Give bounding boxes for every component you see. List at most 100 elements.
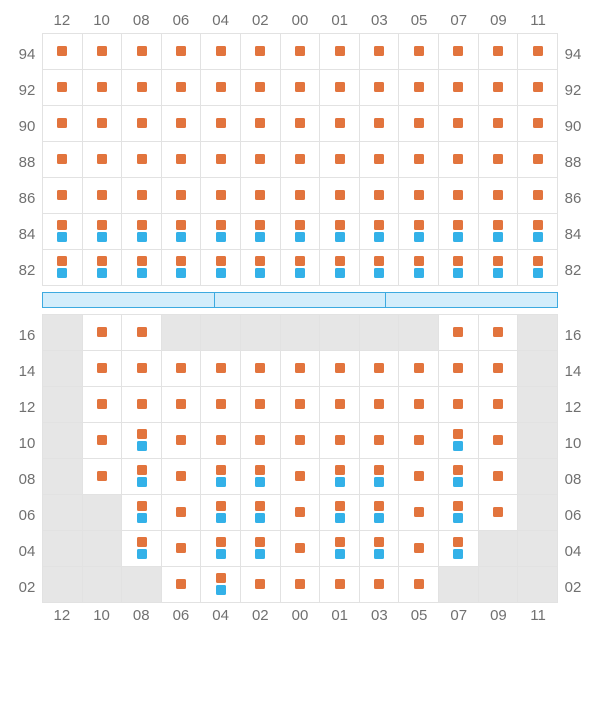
seat-cell[interactable] <box>438 386 478 422</box>
seat-cell[interactable] <box>42 105 82 141</box>
seat-cell[interactable] <box>161 422 201 458</box>
seat-cell[interactable] <box>240 494 280 530</box>
seat-cell[interactable] <box>240 566 280 602</box>
seat-cell[interactable] <box>161 177 201 213</box>
seat-cell[interactable] <box>240 458 280 494</box>
seat-cell[interactable] <box>517 177 557 213</box>
seat-cell[interactable] <box>121 213 161 249</box>
seat-cell[interactable] <box>438 105 478 141</box>
seat-cell[interactable] <box>478 105 518 141</box>
seat-cell[interactable] <box>319 566 359 602</box>
seat-cell[interactable] <box>200 213 240 249</box>
seat-cell[interactable] <box>398 494 438 530</box>
seat-cell[interactable] <box>82 177 122 213</box>
seat-cell[interactable] <box>161 530 201 566</box>
seat-cell[interactable] <box>319 458 359 494</box>
seat-cell[interactable] <box>200 386 240 422</box>
seat-cell[interactable] <box>280 386 320 422</box>
seat-cell[interactable] <box>240 386 280 422</box>
seat-cell[interactable] <box>200 458 240 494</box>
seat-cell[interactable] <box>240 422 280 458</box>
seat-cell[interactable] <box>121 494 161 530</box>
seat-cell[interactable] <box>398 458 438 494</box>
seat-cell[interactable] <box>398 105 438 141</box>
seat-cell[interactable] <box>240 350 280 386</box>
seat-cell[interactable] <box>319 177 359 213</box>
seat-cell[interactable] <box>240 141 280 177</box>
seat-cell[interactable] <box>438 458 478 494</box>
seat-cell[interactable] <box>200 566 240 602</box>
seat-cell[interactable] <box>319 530 359 566</box>
seat-cell[interactable] <box>121 350 161 386</box>
seat-cell[interactable] <box>398 386 438 422</box>
seat-cell[interactable] <box>359 177 399 213</box>
seat-cell[interactable] <box>438 141 478 177</box>
seat-cell[interactable] <box>438 494 478 530</box>
seat-cell[interactable] <box>280 141 320 177</box>
seat-cell[interactable] <box>42 69 82 105</box>
seat-cell[interactable] <box>200 141 240 177</box>
seat-cell[interactable] <box>319 69 359 105</box>
seat-cell[interactable] <box>280 177 320 213</box>
seat-cell[interactable] <box>478 69 518 105</box>
seat-cell[interactable] <box>161 33 201 69</box>
seat-cell[interactable] <box>161 566 201 602</box>
seat-cell[interactable] <box>200 33 240 69</box>
seat-cell[interactable] <box>82 350 122 386</box>
seat-cell[interactable] <box>82 458 122 494</box>
seat-cell[interactable] <box>398 177 438 213</box>
seat-cell[interactable] <box>438 530 478 566</box>
seat-cell[interactable] <box>398 566 438 602</box>
seat-cell[interactable] <box>82 422 122 458</box>
seat-cell[interactable] <box>359 566 399 602</box>
seat-cell[interactable] <box>359 213 399 249</box>
seat-cell[interactable] <box>478 494 518 530</box>
seat-cell[interactable] <box>280 494 320 530</box>
seat-cell[interactable] <box>240 249 280 285</box>
seat-cell[interactable] <box>398 249 438 285</box>
seat-cell[interactable] <box>280 566 320 602</box>
seat-cell[interactable] <box>280 69 320 105</box>
seat-cell[interactable] <box>398 141 438 177</box>
seat-cell[interactable] <box>82 141 122 177</box>
seat-cell[interactable] <box>517 105 557 141</box>
seat-cell[interactable] <box>359 105 399 141</box>
seat-cell[interactable] <box>121 314 161 350</box>
seat-cell[interactable] <box>280 213 320 249</box>
seat-cell[interactable] <box>200 422 240 458</box>
seat-cell[interactable] <box>121 458 161 494</box>
seat-cell[interactable] <box>200 177 240 213</box>
seat-cell[interactable] <box>280 530 320 566</box>
seat-cell[interactable] <box>438 314 478 350</box>
seat-cell[interactable] <box>280 422 320 458</box>
seat-cell[interactable] <box>121 422 161 458</box>
seat-cell[interactable] <box>42 213 82 249</box>
seat-cell[interactable] <box>319 141 359 177</box>
seat-cell[interactable] <box>121 530 161 566</box>
seat-cell[interactable] <box>161 458 201 494</box>
seat-cell[interactable] <box>517 33 557 69</box>
seat-cell[interactable] <box>161 249 201 285</box>
seat-cell[interactable] <box>438 422 478 458</box>
seat-cell[interactable] <box>478 249 518 285</box>
seat-cell[interactable] <box>280 350 320 386</box>
seat-cell[interactable] <box>42 249 82 285</box>
seat-cell[interactable] <box>398 350 438 386</box>
seat-cell[interactable] <box>42 141 82 177</box>
seat-cell[interactable] <box>280 33 320 69</box>
seat-cell[interactable] <box>517 141 557 177</box>
seat-cell[interactable] <box>82 105 122 141</box>
seat-cell[interactable] <box>161 494 201 530</box>
seat-cell[interactable] <box>161 213 201 249</box>
seat-cell[interactable] <box>319 249 359 285</box>
seat-cell[interactable] <box>200 105 240 141</box>
seat-cell[interactable] <box>438 213 478 249</box>
seat-cell[interactable] <box>200 249 240 285</box>
seat-cell[interactable] <box>319 422 359 458</box>
seat-cell[interactable] <box>438 350 478 386</box>
seat-cell[interactable] <box>438 33 478 69</box>
seat-cell[interactable] <box>82 386 122 422</box>
seat-cell[interactable] <box>200 69 240 105</box>
seat-cell[interactable] <box>319 213 359 249</box>
seat-cell[interactable] <box>240 530 280 566</box>
